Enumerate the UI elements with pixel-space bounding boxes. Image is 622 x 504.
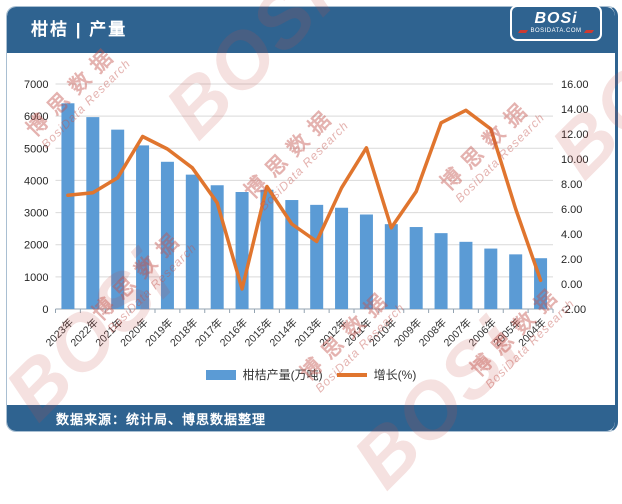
bar-swatch-icon — [205, 369, 236, 380]
left-axis-tick-label: 4000 — [24, 175, 48, 187]
production-bar — [509, 254, 523, 309]
left-axis-tick-label: 5000 — [24, 143, 48, 155]
production-bar — [434, 233, 448, 309]
left-axis-tick-label: 0 — [42, 304, 48, 316]
bosi-logo-domain: BOSIDATA.COM — [530, 28, 582, 34]
legend-item-growth: 增长(%) — [336, 366, 417, 383]
production-growth-chart: 0 1000 2000 3000 4000 5000 6000 7000 -2.00 0.00 2.… — [24, 79, 589, 349]
right-axis-tick-label: 6.00 — [561, 204, 582, 216]
legend-item-production: 柑桔产量(万吨) — [205, 366, 323, 383]
production-bar — [459, 241, 473, 309]
production-bar — [310, 204, 324, 309]
right-axis-tick-label: 12.00 — [561, 129, 589, 141]
production-bar — [384, 224, 398, 309]
bosi-logo: BOSi BOSIDATA.COM — [510, 5, 602, 41]
production-bar — [86, 117, 100, 309]
production-bar — [111, 129, 125, 309]
left-axis-tick-label: 2000 — [24, 240, 48, 252]
left-axis-tick-label: 3000 — [24, 208, 48, 220]
right-axis-tick-label: 4.00 — [561, 229, 582, 241]
right-axis-tick-label: 2.00 — [561, 254, 582, 266]
right-axis-tick-label: 14.00 — [561, 104, 589, 116]
data-source-note: 数据来源：统计局、博思数据整理 — [56, 411, 267, 427]
left-axis-tick-label: 6000 — [24, 111, 48, 123]
legend-label-production: 柑桔产量(万吨) — [242, 368, 323, 382]
right-axis-tick-label: 16.00 — [561, 79, 589, 91]
production-bar — [335, 207, 349, 309]
production-bar — [359, 214, 373, 309]
right-axis-tick-label: -2.00 — [561, 304, 586, 316]
left-axis-tick-label: 7000 — [24, 79, 48, 91]
production-bar — [160, 161, 174, 309]
x-axis-category-label: 2012年 — [317, 316, 350, 349]
line-swatch-icon — [336, 372, 367, 377]
chart-legend: 柑桔产量(万吨) 增长(%) — [0, 366, 622, 383]
legend-label-growth: 增长(%) — [373, 368, 417, 382]
production-bar — [235, 192, 249, 309]
production-bar — [409, 227, 423, 309]
production-bar — [61, 103, 75, 310]
report-card: 柑桔 | 产量 数据来源：统计局、博思数据整理 — [6, 6, 618, 432]
left-axis-tick-label: 1000 — [24, 272, 48, 284]
right-axis-tick-label: 10.00 — [561, 154, 589, 166]
page-title: 柑桔 | 产量 — [31, 20, 128, 39]
x-axis-category-label: 2004年 — [516, 316, 549, 349]
bosi-logo-subline: BOSIDATA.COM — [518, 28, 594, 35]
growth-line — [66, 108, 543, 291]
bosi-logo-text: BOSi — [534, 10, 578, 27]
right-axis-tick-label: 8.00 — [561, 179, 582, 191]
production-bar — [185, 174, 199, 309]
red-slash-icon — [583, 30, 594, 33]
production-bar — [136, 145, 150, 309]
red-slash-icon — [518, 30, 529, 33]
production-bar — [260, 189, 274, 309]
right-axis-tick-label: 0.00 — [561, 279, 582, 291]
footer-band: 数据来源：统计局、博思数据整理 — [7, 405, 615, 431]
production-bar — [484, 248, 498, 309]
